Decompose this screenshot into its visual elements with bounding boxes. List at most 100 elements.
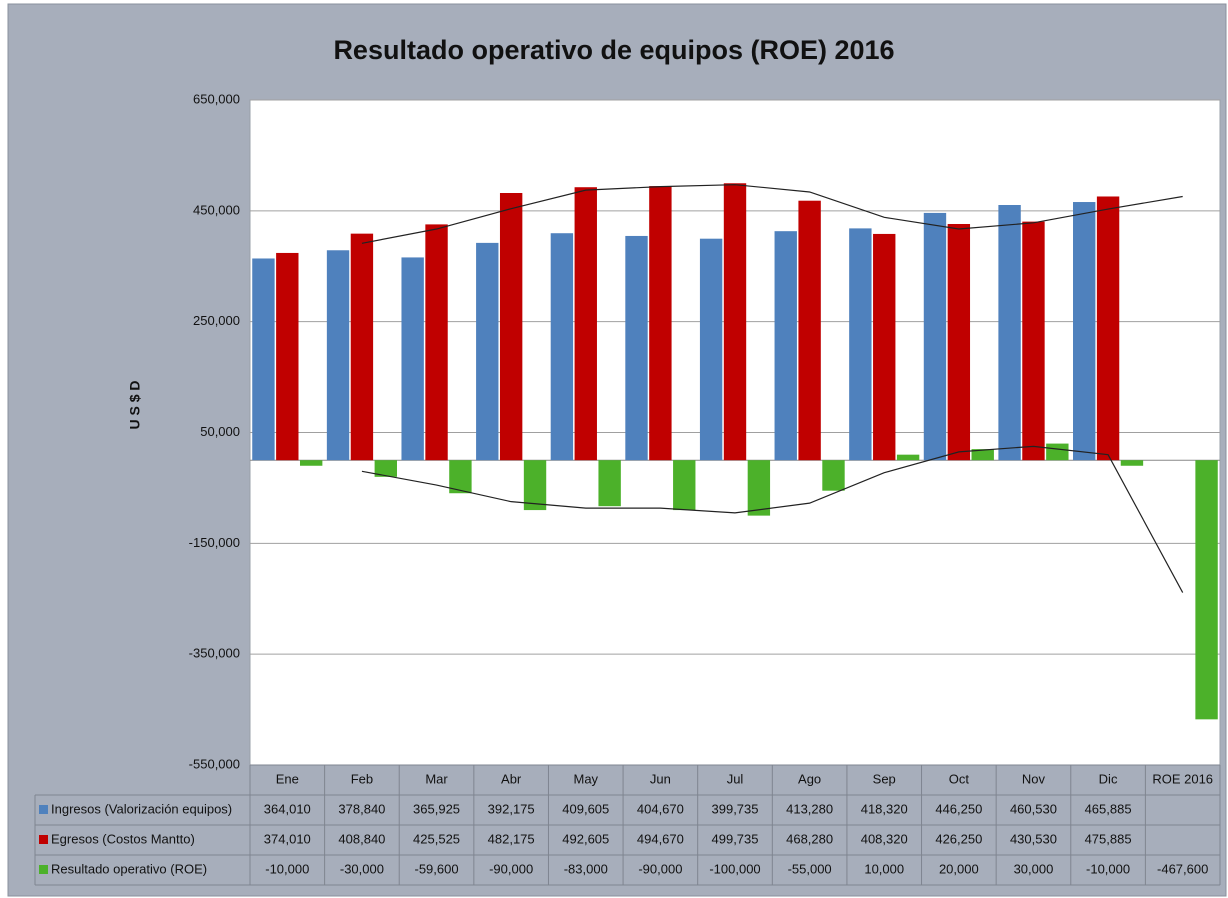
table-value: -467,600 bbox=[1157, 861, 1208, 876]
bar bbox=[774, 231, 797, 461]
table-value: 425,525 bbox=[413, 831, 460, 846]
bar bbox=[747, 460, 771, 516]
table-value: 392,175 bbox=[488, 801, 535, 816]
legend-swatch bbox=[39, 835, 48, 844]
y-tick-label: 250,000 bbox=[193, 313, 240, 328]
legend-label: Resultado operativo (ROE) bbox=[51, 861, 207, 876]
bar bbox=[699, 238, 723, 461]
table-value: -100,000 bbox=[709, 861, 760, 876]
table-value: -55,000 bbox=[788, 861, 832, 876]
bar bbox=[374, 460, 397, 477]
table-value: 418,320 bbox=[861, 801, 908, 816]
bar bbox=[1022, 221, 1045, 461]
bar bbox=[673, 460, 696, 511]
table-value: 404,670 bbox=[637, 801, 684, 816]
bar bbox=[276, 252, 299, 461]
table-value: -59,600 bbox=[414, 861, 458, 876]
table-value: 408,840 bbox=[338, 831, 385, 846]
table-value: 378,840 bbox=[338, 801, 385, 816]
x-tick-label: Ago bbox=[798, 771, 821, 786]
table-value: 399,735 bbox=[712, 801, 759, 816]
x-tick-label: Jul bbox=[727, 771, 744, 786]
bar bbox=[723, 183, 747, 461]
bar bbox=[971, 449, 994, 461]
table-value: 365,925 bbox=[413, 801, 460, 816]
bar bbox=[798, 200, 821, 461]
table-value: -83,000 bbox=[564, 861, 608, 876]
y-tick-label: 450,000 bbox=[193, 202, 240, 217]
x-tick-label: Abr bbox=[501, 771, 522, 786]
table-value: 482,175 bbox=[488, 831, 535, 846]
y-tick-label: -150,000 bbox=[189, 535, 240, 550]
table-value: -90,000 bbox=[489, 861, 533, 876]
bar bbox=[998, 204, 1021, 461]
bar bbox=[923, 212, 947, 461]
y-axis-title: U S $ D bbox=[127, 380, 143, 429]
table-value: 374,010 bbox=[264, 831, 311, 846]
table-value: 364,010 bbox=[264, 801, 311, 816]
bar bbox=[425, 224, 448, 461]
table-value: -10,000 bbox=[1086, 861, 1130, 876]
bar bbox=[476, 242, 499, 461]
table-value: 426,250 bbox=[935, 831, 982, 846]
bar bbox=[1120, 460, 1144, 466]
table-value: 475,885 bbox=[1085, 831, 1132, 846]
bar bbox=[574, 187, 597, 461]
y-tick-label: -550,000 bbox=[189, 756, 240, 771]
table-value: 30,000 bbox=[1014, 861, 1054, 876]
table-value: -90,000 bbox=[638, 861, 682, 876]
bar bbox=[1073, 202, 1096, 461]
table-value: 492,605 bbox=[562, 831, 609, 846]
bar bbox=[896, 454, 920, 461]
bar bbox=[523, 460, 547, 511]
table-value: 499,735 bbox=[712, 831, 759, 846]
y-tick-label: 50,000 bbox=[200, 424, 240, 439]
bar bbox=[499, 193, 523, 461]
y-tick-label: 650,000 bbox=[193, 91, 240, 106]
bar bbox=[1096, 196, 1120, 461]
y-tick-label: -350,000 bbox=[189, 646, 240, 661]
bar bbox=[1046, 443, 1069, 461]
table-value: 468,280 bbox=[786, 831, 833, 846]
table-value: 430,530 bbox=[1010, 831, 1057, 846]
trendline bbox=[361, 445, 1184, 593]
legend-swatch bbox=[39, 805, 48, 814]
x-tick-label: Sep bbox=[873, 771, 896, 786]
bar bbox=[947, 223, 971, 461]
bar bbox=[550, 233, 574, 461]
table-value: -10,000 bbox=[265, 861, 309, 876]
x-tick-label: Nov bbox=[1022, 771, 1046, 786]
chart-title: Resultado operativo de equipos (ROE) 201… bbox=[333, 35, 894, 65]
x-tick-label: ROE 2016 bbox=[1152, 771, 1213, 786]
x-tick-label: May bbox=[573, 771, 598, 786]
table-value: 465,885 bbox=[1085, 801, 1132, 816]
x-tick-label: Dic bbox=[1099, 771, 1118, 786]
table-value: -30,000 bbox=[340, 861, 384, 876]
bar bbox=[598, 460, 621, 507]
bar bbox=[625, 235, 648, 461]
bar bbox=[252, 258, 275, 461]
x-tick-label: Ene bbox=[276, 771, 299, 786]
table-value: 20,000 bbox=[939, 861, 979, 876]
bar bbox=[1195, 460, 1218, 720]
table-value: 409,605 bbox=[562, 801, 609, 816]
bar bbox=[449, 460, 472, 494]
table-value: 494,670 bbox=[637, 831, 684, 846]
table-value: 460,530 bbox=[1010, 801, 1057, 816]
table-value: 408,320 bbox=[861, 831, 908, 846]
x-tick-label: Mar bbox=[425, 771, 448, 786]
x-tick-label: Jun bbox=[650, 771, 671, 786]
table-value: 413,280 bbox=[786, 801, 833, 816]
bar bbox=[822, 460, 845, 491]
table-value: 446,250 bbox=[935, 801, 982, 816]
trendline bbox=[361, 184, 1183, 244]
bar bbox=[649, 186, 672, 461]
legend-swatch bbox=[39, 865, 48, 874]
x-tick-label: Oct bbox=[949, 771, 970, 786]
x-tick-label: Feb bbox=[351, 771, 373, 786]
legend-label: Ingresos (Valorización equipos) bbox=[51, 801, 232, 816]
bar bbox=[849, 228, 872, 461]
bar bbox=[350, 233, 374, 461]
table-value: 10,000 bbox=[864, 861, 904, 876]
